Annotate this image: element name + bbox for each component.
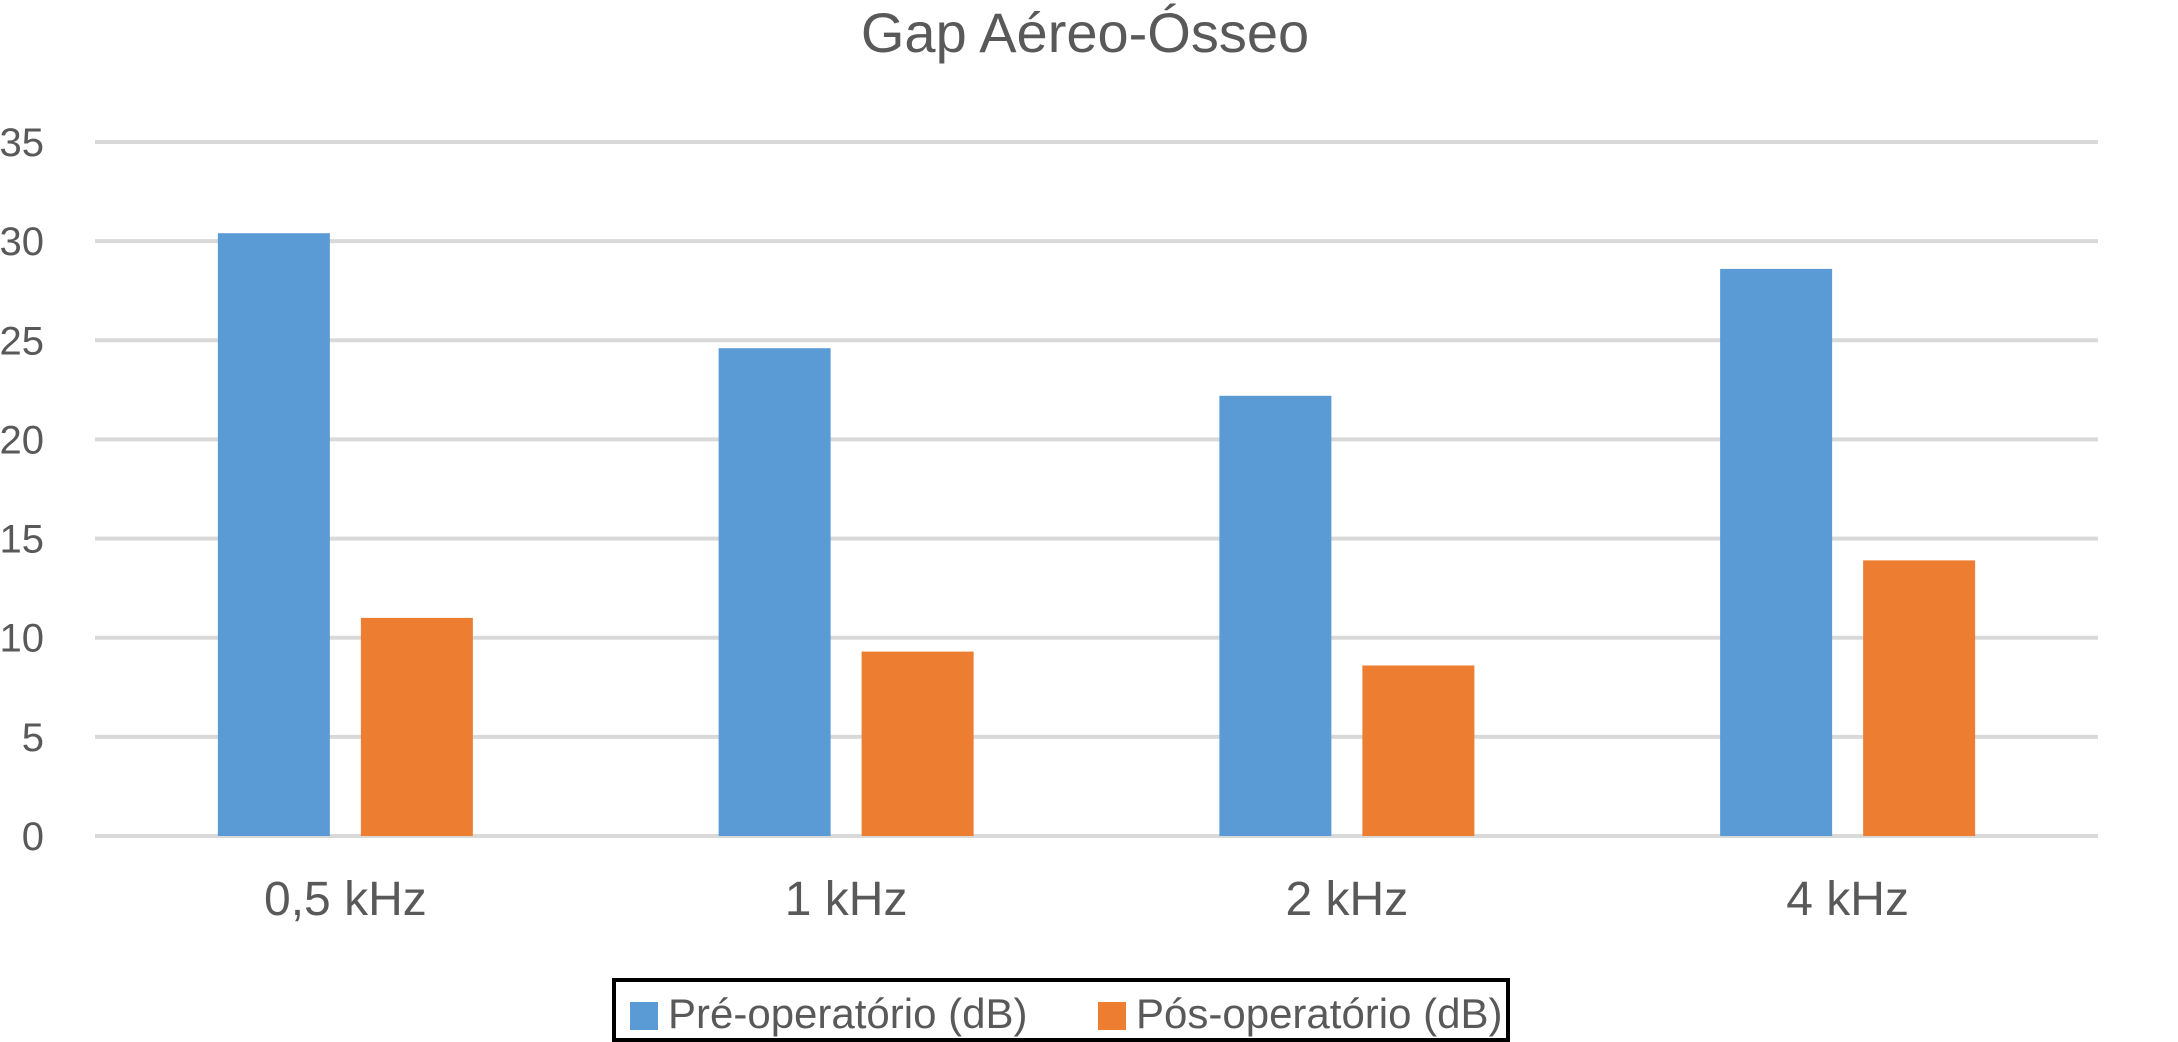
bar-pre-1 bbox=[718, 348, 831, 836]
bar-pre-3 bbox=[1720, 268, 1833, 837]
bar-pre-0 bbox=[217, 233, 330, 836]
x-tick-label: 4 kHz bbox=[1786, 873, 1909, 926]
x-tick-label: 0,5 kHz bbox=[264, 873, 427, 926]
bar-pos-1 bbox=[861, 651, 974, 836]
bar-pos-0 bbox=[360, 617, 473, 836]
bar-pre-2 bbox=[1219, 395, 1332, 836]
bar-pos-3 bbox=[1863, 560, 1976, 836]
legend: Pré-operatório (dB) Pós-operatório (dB) bbox=[612, 978, 1510, 1042]
chart-title: Gap Aéreo-Ósseo bbox=[861, 1, 1309, 64]
y-tick-label: 30 bbox=[0, 220, 44, 264]
y-tick-label: 20 bbox=[0, 418, 44, 462]
legend-swatch-pre bbox=[630, 1002, 658, 1030]
legend-swatch-pos bbox=[1098, 1002, 1126, 1030]
legend-label-pre: Pré-operatório (dB) bbox=[668, 990, 1027, 1037]
x-tick-label: 2 kHz bbox=[1286, 873, 1409, 926]
y-tick-label: 5 bbox=[22, 716, 44, 760]
x-axis-ticks: 0,5 kHz 1 kHz 2 kHz 4 kHz bbox=[264, 873, 1909, 926]
legend-label-pos: Pós-operatório (dB) bbox=[1136, 990, 1503, 1037]
y-tick-label: 0 bbox=[22, 815, 44, 859]
y-axis-ticks: 0 5 10 15 20 25 30 35 bbox=[0, 121, 44, 859]
y-tick-label: 25 bbox=[0, 319, 44, 363]
y-tick-label: 15 bbox=[0, 518, 44, 562]
y-tick-label: 10 bbox=[0, 617, 44, 661]
bar-pos-2 bbox=[1362, 665, 1475, 836]
y-tick-label: 35 bbox=[0, 121, 44, 165]
x-tick-label: 1 kHz bbox=[785, 873, 908, 926]
bars bbox=[217, 233, 1976, 837]
legend-border bbox=[612, 978, 1510, 1042]
